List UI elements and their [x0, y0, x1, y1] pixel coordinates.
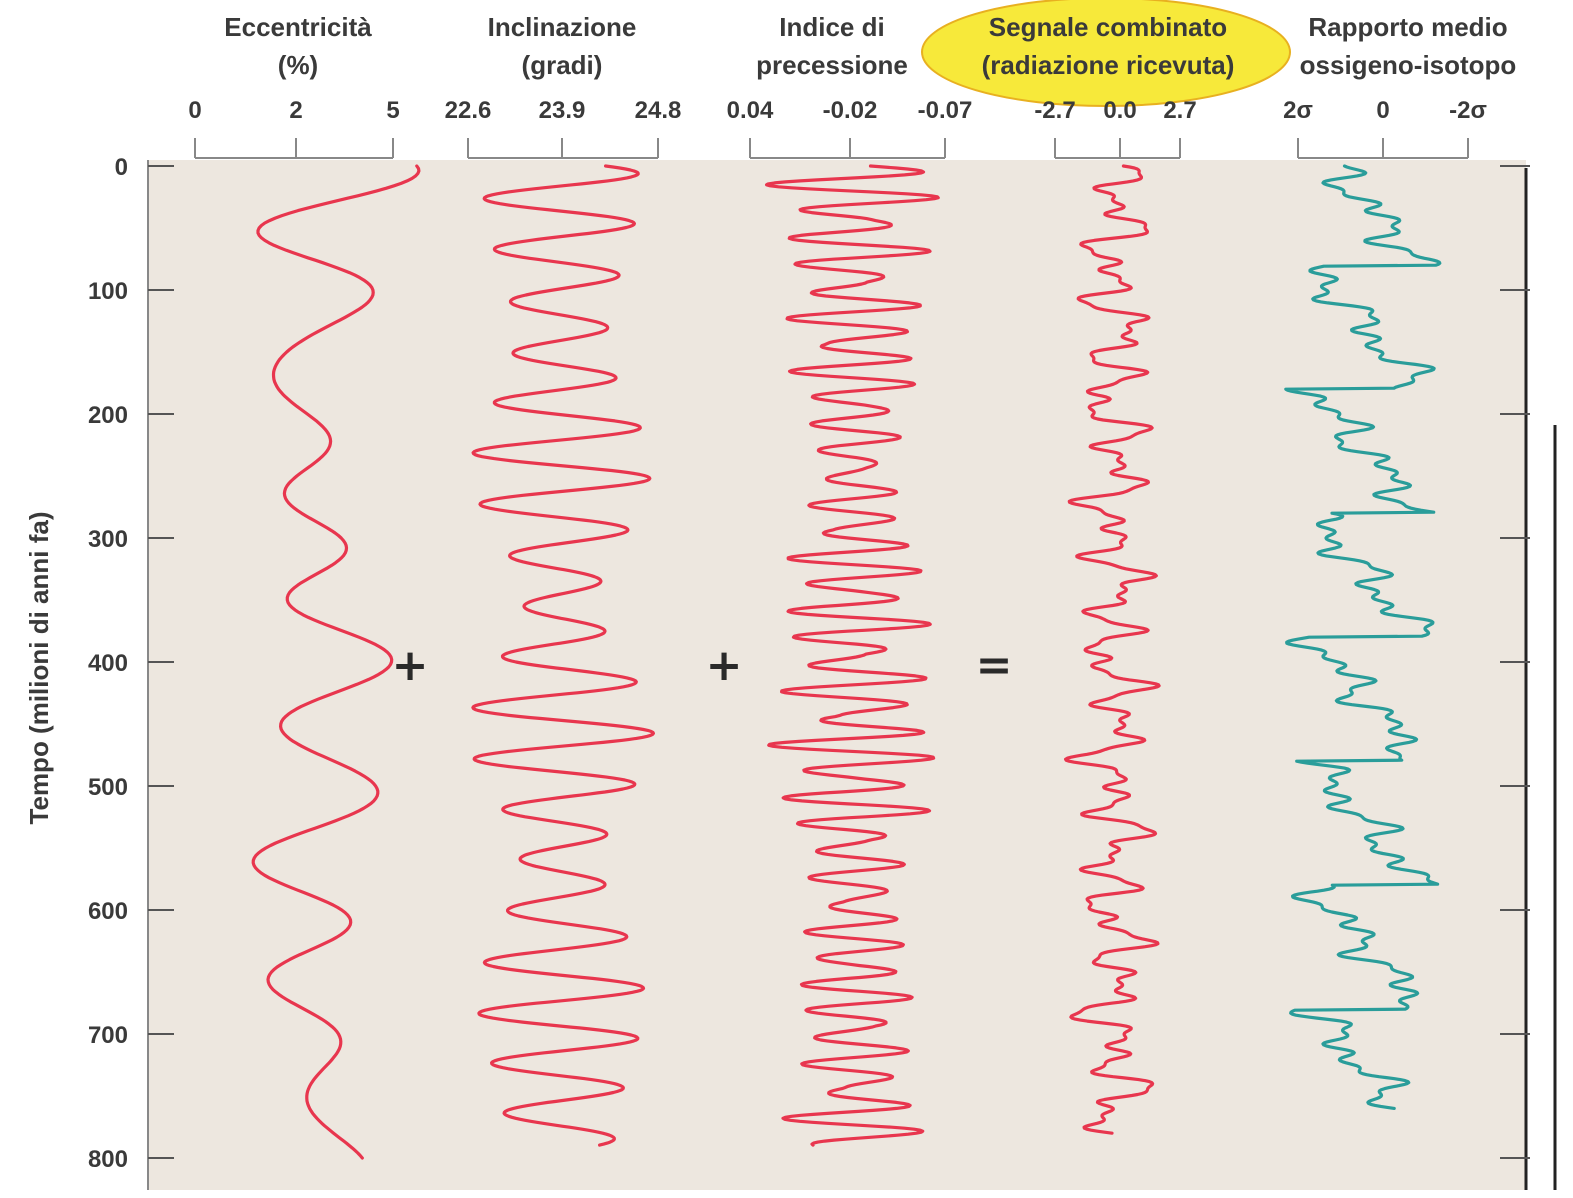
time-tick-label: 200 — [88, 402, 128, 429]
panel-title-line: Rapporto medio — [1308, 12, 1507, 42]
panel-tick-label: 2σ — [1283, 97, 1313, 124]
time-axis: 0 100 200 300 400 500 600 700 800 — [88, 154, 1557, 1190]
series-line-obliquity — [471, 164, 655, 1147]
time-tick-label: 100 — [88, 278, 128, 305]
panel-tick-label: 0.0 — [1103, 97, 1136, 124]
series-line-precession — [765, 164, 940, 1147]
operator-signs: + + = — [392, 640, 1013, 691]
panel-tick-label: 5 — [386, 97, 399, 124]
highlight-layer — [921, 0, 1291, 107]
panel-tick-label: 0 — [188, 97, 201, 124]
y-axis-label: Tempo (milioni di anni fa) — [24, 512, 54, 825]
panel-tick-label: 24.8 — [635, 97, 682, 124]
time-tick-label: 400 — [88, 650, 128, 677]
panel-title-line: Indice di — [779, 12, 884, 42]
panel-title-line: Segnale combinato — [989, 12, 1227, 42]
time-tick-label: 0 — [115, 154, 128, 181]
panel-titles: Eccentricità (%) Inclinazione (gradi) Indice… — [224, 12, 1516, 80]
panel-title-line: ossigeno-isotopo — [1300, 50, 1517, 80]
title-highlight-ellipse — [921, 0, 1291, 107]
panel-tick-label: 22.6 — [445, 97, 492, 124]
time-tick-label: 700 — [88, 1022, 128, 1049]
series-line-combined — [1064, 164, 1161, 1135]
operator-sign: = — [976, 640, 1013, 691]
panel-title-line: (radiazione ricevuta) — [982, 50, 1235, 80]
panel-tick-label: -0.07 — [918, 97, 973, 124]
time-tick-label: 800 — [88, 1146, 128, 1173]
operator-sign: + — [706, 640, 743, 691]
time-tick-label: 600 — [88, 898, 128, 925]
panel-title-line: (%) — [278, 50, 318, 80]
time-tick-label: 300 — [88, 526, 128, 553]
series-line-isotope — [1284, 164, 1442, 1110]
series-line-eccentricity — [251, 164, 421, 1160]
time-tick-label: 500 — [88, 774, 128, 801]
panel-tick-label: 2.7 — [1163, 97, 1196, 124]
panel-tick-label: 0.04 — [727, 97, 774, 124]
panel-tick-label: 2 — [289, 97, 302, 124]
panel-title-line: precessione — [756, 50, 908, 80]
panel-title-line: Inclinazione — [488, 12, 637, 42]
series-layer — [251, 164, 1442, 1160]
panel-axes: 0 2 5 22.6 23.9 24.8 0.04 -0.02 -0.07 -2.7 0.0 2.7 2… — [188, 97, 1487, 159]
panel-title-line: Eccentricità — [224, 12, 372, 42]
panel-tick-label: -2.7 — [1034, 97, 1075, 124]
panel-tick-label: 0 — [1376, 97, 1389, 124]
panel-tick-label: 23.9 — [539, 97, 586, 124]
panel-tick-label: -2σ — [1449, 97, 1487, 124]
panel-title-line: (gradi) — [522, 50, 603, 80]
panel-tick-label: -0.02 — [823, 97, 878, 124]
operator-sign: + — [392, 640, 429, 691]
